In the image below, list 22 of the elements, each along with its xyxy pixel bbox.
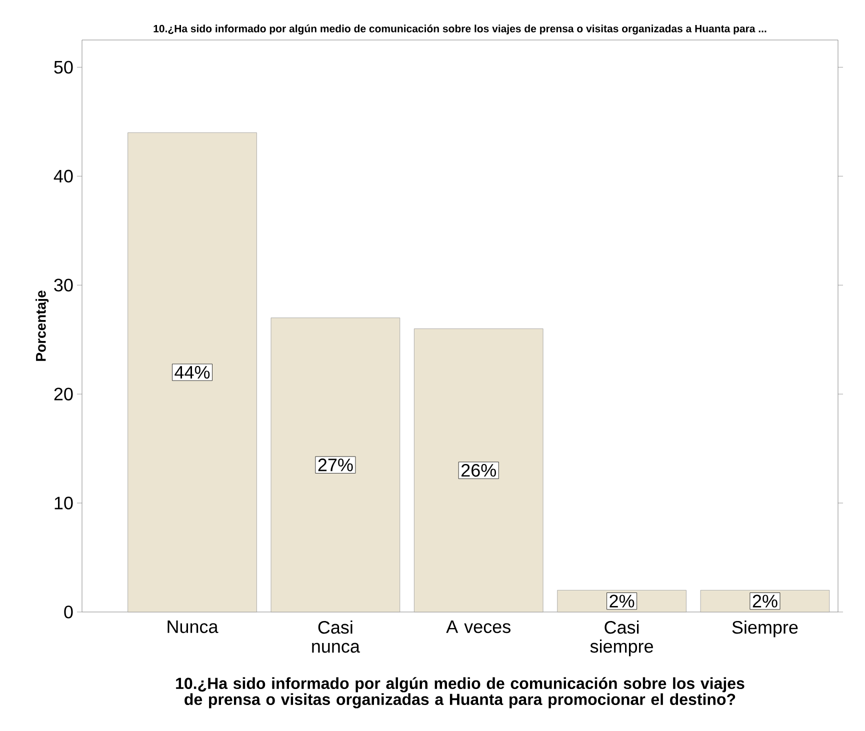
x-tick-label: Casi siempre bbox=[590, 620, 653, 656]
data-label: 27% bbox=[318, 458, 353, 472]
bar bbox=[270, 318, 400, 612]
bar bbox=[128, 132, 257, 612]
y-tick-label: 20 bbox=[54, 388, 73, 400]
y-axis-title: Porcentaje bbox=[36, 290, 49, 361]
y-tick-label: 0 bbox=[64, 606, 73, 618]
data-label: 26% bbox=[462, 464, 496, 477]
y-tick-label: 10 bbox=[54, 496, 73, 510]
chart-title: 10.¿Ha sido informado por algún medio de comunicación sobre los viajes de prensa o visitas organizadas a Huanta para ... bbox=[154, 24, 766, 34]
bar bbox=[414, 328, 544, 612]
x-tick-label: Nunca bbox=[168, 620, 218, 634]
x-tick-label: A veces bbox=[446, 620, 510, 634]
y-tick-label: 30 bbox=[54, 278, 73, 292]
data-label: 2% bbox=[610, 594, 634, 608]
data-label: 44% bbox=[174, 366, 210, 379]
data-label: 2% bbox=[752, 594, 778, 608]
x-tick-label: Siempre bbox=[732, 620, 798, 638]
x-axis-title: 10.¿Ha sido informado por algún medio de comunicación sobre los viajes de prensa o visitas organizadas a Huanta para promocionar el destino? bbox=[176, 677, 744, 708]
x-tick-label: Casi nunca bbox=[312, 620, 360, 653]
y-tick-label: 50 bbox=[54, 60, 73, 74]
y-tick-label: 40 bbox=[54, 170, 73, 183]
